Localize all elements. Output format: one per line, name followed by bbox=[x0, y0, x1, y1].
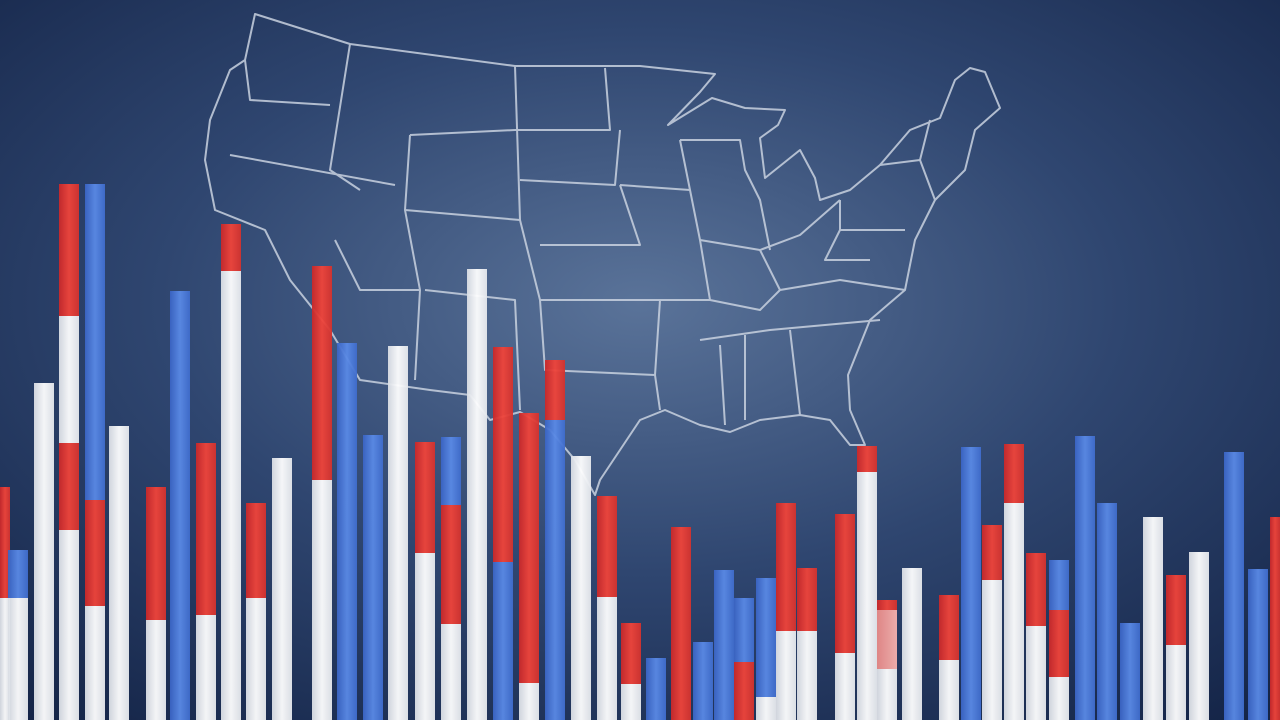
bar-segment bbox=[1166, 645, 1186, 720]
bar-segment bbox=[146, 620, 166, 720]
bar-segment bbox=[196, 443, 216, 615]
bar-segment bbox=[337, 343, 357, 720]
bar-segment bbox=[415, 442, 435, 553]
bar-segment bbox=[85, 184, 105, 500]
bar-segment bbox=[312, 480, 332, 720]
bar-segment bbox=[597, 496, 617, 597]
bar-segment bbox=[109, 426, 129, 720]
bar-segment bbox=[982, 525, 1002, 580]
bar-segment bbox=[519, 683, 539, 720]
bar-segment bbox=[59, 443, 79, 530]
bar-segment bbox=[59, 530, 79, 720]
bar-segment bbox=[597, 597, 617, 720]
state-lines bbox=[229, 43, 936, 426]
bar-segment bbox=[877, 600, 897, 610]
bar-segment bbox=[693, 642, 713, 720]
bar-segment bbox=[170, 291, 190, 720]
bar-segment bbox=[1049, 610, 1069, 677]
bar-segment bbox=[1143, 517, 1163, 720]
bar-segment bbox=[646, 658, 666, 720]
bar-segment bbox=[493, 562, 513, 720]
bar-segment bbox=[1026, 626, 1046, 720]
bar-segment bbox=[519, 413, 539, 683]
bar-segment bbox=[1120, 623, 1140, 720]
bar-segment bbox=[621, 623, 641, 684]
bar-segment bbox=[797, 568, 817, 631]
bar-segment bbox=[1026, 553, 1046, 626]
bar-segment bbox=[221, 224, 241, 271]
bar-segment bbox=[85, 606, 105, 720]
bar-segment bbox=[441, 437, 461, 505]
bar-segment bbox=[221, 271, 241, 720]
bar-segment bbox=[939, 595, 959, 660]
bar-segment bbox=[272, 458, 292, 720]
bar-segment bbox=[776, 503, 796, 631]
bar-segment bbox=[961, 447, 981, 720]
bar-segment bbox=[196, 615, 216, 720]
bar-segment bbox=[246, 503, 266, 598]
bar-segment bbox=[493, 347, 513, 562]
bar-segment bbox=[1075, 436, 1095, 720]
bar-segment bbox=[363, 435, 383, 720]
bar-segment bbox=[59, 184, 79, 316]
bar-segment bbox=[312, 266, 332, 480]
bar-segment bbox=[1049, 560, 1069, 610]
bar-segment bbox=[34, 383, 54, 720]
bar-segment bbox=[0, 598, 10, 720]
bar-segment bbox=[1248, 569, 1268, 720]
bar-segment bbox=[8, 550, 28, 598]
bar-segment bbox=[8, 598, 28, 720]
bar-segment bbox=[1004, 444, 1024, 503]
bar-segment bbox=[1270, 517, 1280, 720]
bar-segment bbox=[734, 662, 754, 720]
bar-field bbox=[0, 184, 1280, 720]
bar-segment bbox=[776, 631, 796, 720]
bar-segment bbox=[1224, 452, 1244, 720]
bar-segment bbox=[59, 316, 79, 443]
bar-segment bbox=[877, 610, 897, 669]
bar-segment bbox=[1004, 503, 1024, 720]
bar-segment bbox=[467, 269, 487, 720]
bar-segment bbox=[734, 598, 754, 662]
bar-segment bbox=[388, 346, 408, 720]
bar-segment bbox=[1189, 552, 1209, 720]
bar-segment bbox=[671, 527, 691, 720]
bar-segment bbox=[0, 487, 10, 598]
bar-segment bbox=[797, 631, 817, 720]
bar-segment bbox=[1097, 503, 1117, 720]
bar-segment bbox=[441, 505, 461, 624]
bar-segment bbox=[756, 578, 776, 697]
bar-segment bbox=[714, 570, 734, 720]
bar-segment bbox=[982, 580, 1002, 720]
bar-segment bbox=[545, 420, 565, 720]
bar-segment bbox=[1166, 575, 1186, 645]
bar-segment bbox=[857, 472, 877, 720]
bar-segment bbox=[441, 624, 461, 720]
bar-segment bbox=[246, 598, 266, 720]
bar-segment bbox=[835, 653, 855, 720]
bar-segment bbox=[1049, 677, 1069, 720]
bar-segment bbox=[415, 553, 435, 720]
bar-segment bbox=[621, 684, 641, 720]
bar-segment bbox=[857, 446, 877, 472]
bar-segment bbox=[939, 660, 959, 720]
bar-segment bbox=[85, 500, 105, 606]
bar-segment bbox=[902, 568, 922, 720]
bar-segment bbox=[756, 697, 776, 720]
bar-segment bbox=[545, 360, 565, 420]
bar-segment bbox=[835, 514, 855, 653]
bar-segment bbox=[146, 487, 166, 620]
bar-segment bbox=[571, 456, 591, 720]
bar-segment bbox=[877, 669, 897, 720]
